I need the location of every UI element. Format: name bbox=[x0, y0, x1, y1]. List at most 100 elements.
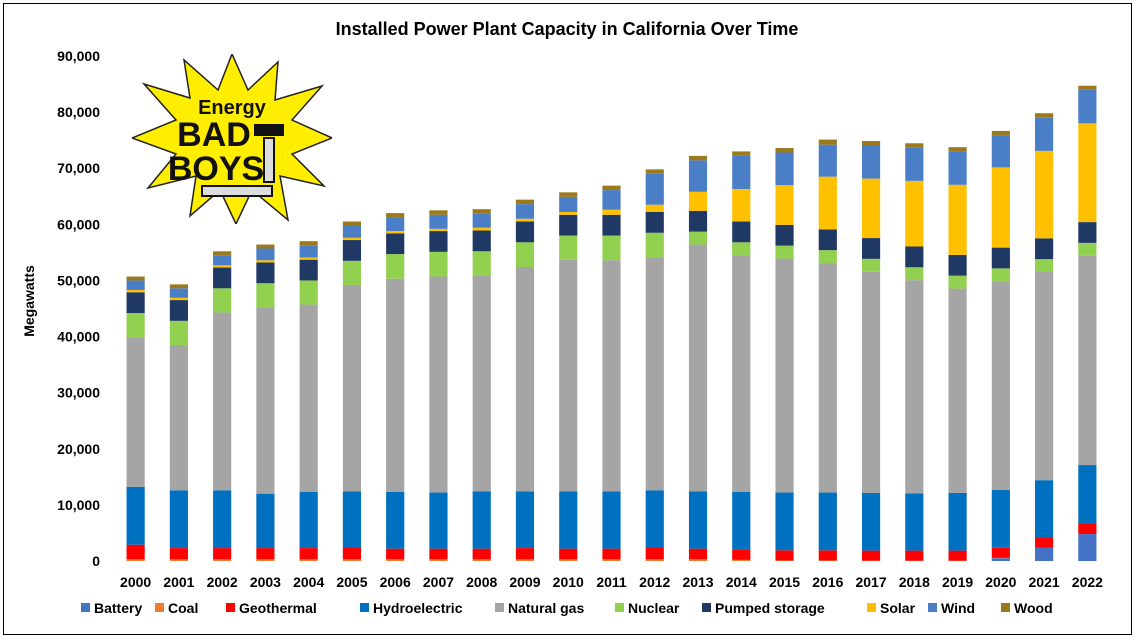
bar-natural-gas-2004 bbox=[299, 304, 318, 492]
y-axis-label: Megawatts bbox=[21, 265, 37, 337]
bar-natural-gas-2017 bbox=[861, 271, 881, 493]
bar-nuclear-2003 bbox=[256, 283, 275, 308]
bar-natural-gas-2009 bbox=[515, 266, 535, 492]
bar-wood-2015 bbox=[775, 148, 794, 153]
bar-solar-2010 bbox=[559, 211, 578, 215]
legend: Battery Coal Geothermal Hydroelectric Natura… bbox=[81, 600, 1053, 616]
x-tick-label: 2004 bbox=[293, 574, 324, 590]
bar-natural-gas-2014 bbox=[732, 255, 751, 492]
x-tick-label: 2008 bbox=[466, 574, 497, 590]
bar-solar-2019 bbox=[948, 184, 967, 255]
bar-pumped-storage-2000 bbox=[126, 292, 145, 313]
bar-coal-2008 bbox=[472, 559, 491, 561]
bar-solar-2008 bbox=[472, 227, 491, 231]
bar-wind-2020 bbox=[991, 135, 1010, 168]
chart-title: Installed Power Plant Capacity in Califo… bbox=[336, 19, 799, 39]
bar-natural-gas-2008 bbox=[472, 275, 491, 492]
bar-pumped-storage-2002 bbox=[213, 267, 232, 289]
bar-solar-2016 bbox=[818, 176, 837, 230]
x-tick-label: 2001 bbox=[163, 574, 194, 590]
bar-wood-2006 bbox=[386, 213, 405, 218]
x-tick-label: 2007 bbox=[423, 574, 454, 590]
legend-label: Coal bbox=[168, 600, 198, 616]
x-tick-label: 2020 bbox=[985, 574, 1016, 590]
bar-solar-2000 bbox=[126, 289, 145, 293]
bar-pumped-storage-2010 bbox=[559, 214, 578, 236]
bar-pumped-storage-2014 bbox=[732, 221, 751, 243]
svg-text:BOYS: BOYS bbox=[168, 150, 264, 188]
bar-coal-2009 bbox=[515, 559, 535, 561]
bar-hydroelectric-2020 bbox=[991, 490, 1010, 548]
bar-natural-gas-2002 bbox=[213, 312, 232, 491]
bar-wind-2000 bbox=[126, 280, 145, 290]
x-tick-label: 2006 bbox=[380, 574, 411, 590]
y-tick-label: 50,000 bbox=[57, 272, 100, 288]
bar-coal-2013 bbox=[688, 559, 708, 561]
bar-solar-2020 bbox=[991, 167, 1010, 248]
bar-pumped-storage-2017 bbox=[861, 238, 881, 259]
x-tick-label: 2013 bbox=[682, 574, 713, 590]
bar-pumped-storage-2018 bbox=[905, 246, 924, 268]
bar-hydroelectric-2011 bbox=[602, 491, 621, 549]
legend-swatch-wood bbox=[1001, 603, 1010, 612]
bar-nuclear-2006 bbox=[386, 254, 405, 279]
bar-geothermal-2019 bbox=[948, 550, 967, 561]
bar-natural-gas-2018 bbox=[905, 280, 924, 494]
bar-solar-2002 bbox=[213, 265, 232, 268]
bar-solar-2017 bbox=[861, 178, 881, 239]
legend-swatch-battery bbox=[81, 603, 90, 612]
bar-natural-gas-2010 bbox=[559, 259, 578, 492]
bar-geothermal-2008 bbox=[472, 548, 491, 560]
bar-hydroelectric-2008 bbox=[472, 491, 491, 549]
bar-solar-2005 bbox=[342, 237, 362, 241]
bar-wind-2008 bbox=[472, 213, 491, 228]
bar-nuclear-2012 bbox=[645, 232, 664, 258]
bar-pumped-storage-2016 bbox=[818, 229, 837, 251]
bar-hydroelectric-2001 bbox=[169, 490, 188, 549]
bar-nuclear-2020 bbox=[991, 268, 1010, 282]
bar-wood-2021 bbox=[1035, 113, 1054, 118]
bar-battery-2020 bbox=[991, 558, 1010, 561]
bar-natural-gas-2001 bbox=[169, 344, 188, 491]
legend-swatch-pumped-storage bbox=[702, 603, 711, 612]
bar-coal-2016 bbox=[818, 560, 837, 561]
bar-solar-2006 bbox=[386, 231, 405, 234]
bar-pumped-storage-2015 bbox=[775, 224, 794, 246]
bar-coal-2002 bbox=[213, 559, 232, 561]
bar-natural-gas-2006 bbox=[386, 278, 405, 492]
y-tick-label: 0 bbox=[92, 553, 100, 569]
x-tick-label: 2012 bbox=[639, 574, 670, 590]
legend-label: Solar bbox=[880, 600, 916, 616]
svg-text:Energy: Energy bbox=[198, 97, 267, 119]
x-tick-label: 2011 bbox=[596, 574, 627, 590]
bar-pumped-storage-2006 bbox=[386, 233, 405, 255]
bar-nuclear-2019 bbox=[948, 275, 967, 289]
legend-swatch-coal bbox=[155, 603, 164, 612]
bar-pumped-storage-2020 bbox=[991, 247, 1010, 269]
bar-geothermal-2011 bbox=[602, 548, 621, 560]
bar-natural-gas-2011 bbox=[602, 260, 621, 492]
bar-wood-2016 bbox=[818, 139, 837, 145]
bar-nuclear-2015 bbox=[775, 245, 794, 259]
bar-pumped-storage-2019 bbox=[948, 254, 967, 276]
bar-coal-2011 bbox=[602, 559, 621, 561]
bar-wind-2013 bbox=[688, 160, 708, 192]
x-tick-label: 2009 bbox=[509, 574, 540, 590]
legend-swatch-hydroelectric bbox=[360, 603, 369, 612]
bar-wood-2002 bbox=[213, 251, 232, 256]
bar-hydroelectric-2010 bbox=[559, 491, 578, 549]
y-tick-label: 80,000 bbox=[57, 104, 100, 120]
bar-battery-2021 bbox=[1035, 547, 1054, 561]
bar-natural-gas-2016 bbox=[818, 263, 837, 493]
bar-wood-2010 bbox=[559, 192, 578, 197]
bar-pumped-storage-2011 bbox=[602, 214, 621, 236]
bar-pumped-storage-2008 bbox=[472, 230, 491, 252]
bar-pumped-storage-2012 bbox=[645, 211, 664, 233]
bar-wood-2001 bbox=[169, 284, 188, 289]
bar-geothermal-2009 bbox=[515, 548, 535, 560]
bar-nuclear-2022 bbox=[1078, 242, 1097, 256]
bar-solar-2003 bbox=[256, 260, 275, 263]
bar-natural-gas-2013 bbox=[688, 244, 708, 492]
bar-hydroelectric-2007 bbox=[429, 492, 448, 549]
bar-geothermal-2003 bbox=[256, 548, 275, 560]
